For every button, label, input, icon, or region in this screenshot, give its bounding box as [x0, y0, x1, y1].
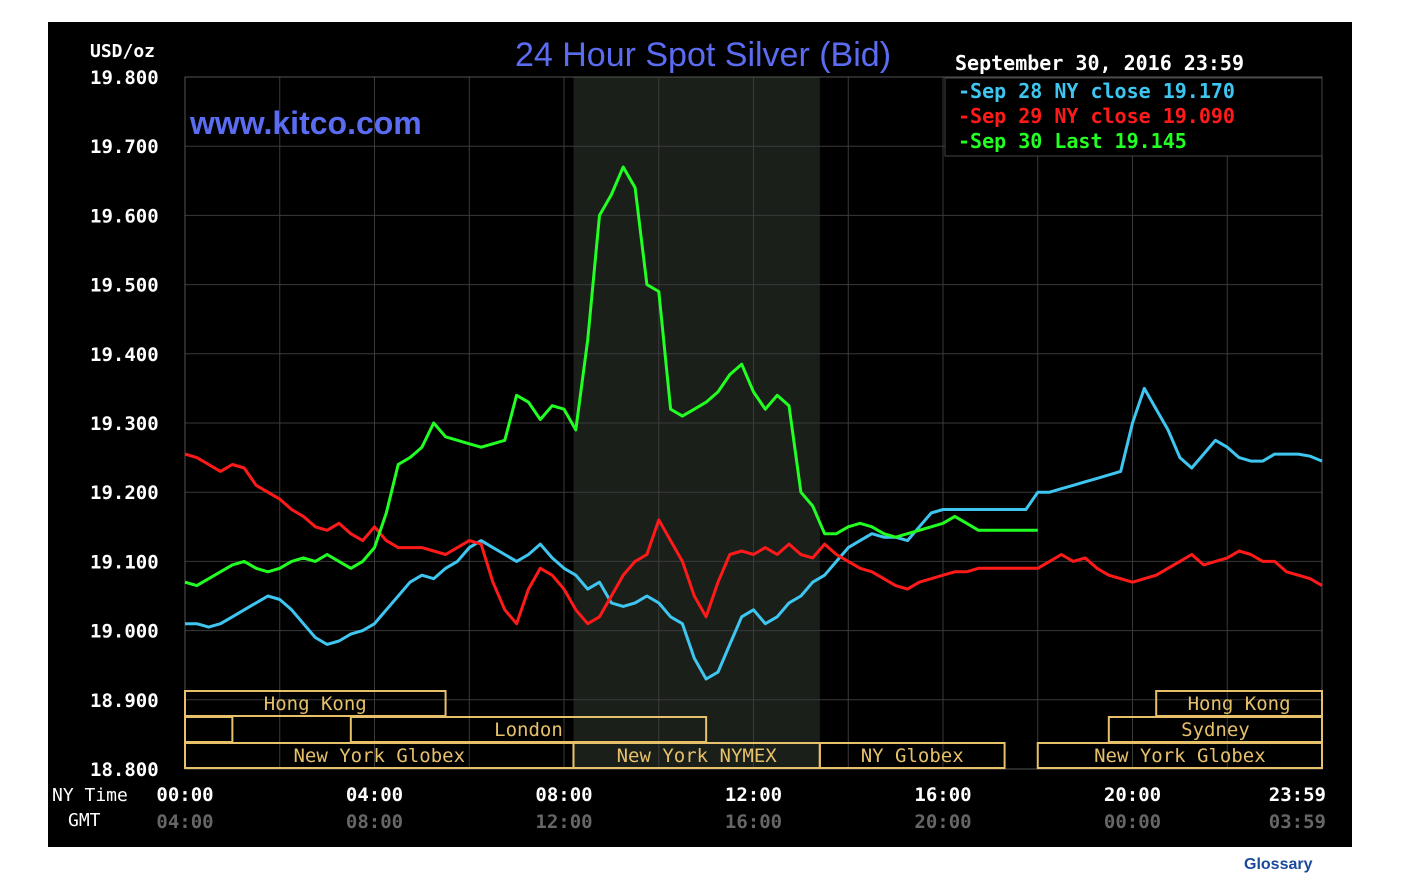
x-tick-ny: 23:59 [1269, 784, 1326, 806]
series-line-sep30 [184, 165, 1038, 588]
y-tick-label: 19.200 [90, 482, 159, 504]
session-label: Sydney [1181, 719, 1250, 741]
y-tick-label: 19.800 [90, 67, 159, 89]
y-tick-label: 19.300 [90, 413, 159, 435]
x-tick-gmt: 12:00 [535, 811, 592, 833]
x-axis-ticks: 00:00 04:00 08:00 12:00 16:00 20:00 23:59 04:00… [156, 784, 1326, 833]
y-tick-label: 19.000 [90, 621, 159, 643]
y-axis-ticks: 19.800 19.700 19.600 19.500 19.400 19.300 19.2… [90, 67, 159, 781]
x-axis-ny-label: NY Time [52, 785, 128, 806]
glossary-link[interactable]: Glossary [1244, 856, 1313, 873]
session-box [184, 716, 234, 743]
series-line-sep28 [185, 386, 1323, 681]
x-tick-gmt: 16:00 [725, 811, 782, 833]
y-tick-label: 19.100 [90, 551, 159, 573]
trading-sessions: Hong Kong London New York Globex New York N… [184, 690, 1323, 769]
y-axis-label: USD/oz [90, 41, 155, 62]
chart-title: 24 Hour Spot Silver (Bid) [515, 36, 891, 74]
legend: -Sep 28 NY close 19.170 -Sep 29 NY close… [944, 77, 1323, 157]
chart-date: September 30, 2016 23:59 [955, 51, 1244, 75]
x-tick-ny: 12:00 [725, 784, 782, 806]
session-label: New York NYMEX [617, 745, 778, 767]
legend-entry-sep29: -Sep 29 NY close 19.090 [958, 104, 1235, 128]
x-tick-ny: 04:00 [346, 784, 403, 806]
session-box [184, 690, 447, 717]
y-tick-label: 19.500 [90, 275, 159, 297]
x-tick-gmt: 03:59 [1269, 811, 1326, 833]
session-label: New York Globex [1094, 745, 1266, 767]
legend-entry-sep30: -Sep 30 Last 19.145 [958, 129, 1187, 153]
silver-price-chart: 24 Hour Spot Silver (Bid) www.kitco.com … [52, 36, 1326, 833]
session-label: Hong Kong [1188, 693, 1291, 715]
site-watermark: www.kitco.com [189, 105, 422, 141]
session-label: New York Globex [293, 745, 465, 767]
x-axis-gmt-label: GMT [68, 810, 101, 831]
session-box [1036, 742, 1323, 769]
y-tick-label: 19.600 [90, 205, 159, 227]
x-tick-ny: 16:00 [914, 784, 971, 806]
y-tick-label: 18.800 [90, 759, 159, 781]
legend-box [944, 77, 1323, 157]
grid-lines [184, 76, 1323, 770]
x-tick-ny: 00:00 [156, 784, 213, 806]
session-box [818, 742, 1006, 769]
x-tick-gmt: 00:00 [1104, 811, 1161, 833]
x-tick-gmt: 04:00 [156, 811, 213, 833]
series-lines [184, 165, 1323, 681]
session-label: Hong Kong [264, 693, 367, 715]
legend-entry-sep28: -Sep 28 NY close 19.170 [958, 79, 1235, 103]
y-tick-label: 19.700 [90, 136, 159, 158]
x-tick-ny: 20:00 [1104, 784, 1161, 806]
y-tick-label: 18.900 [90, 690, 159, 712]
chart-panel: 24 Hour Spot Silver (Bid) www.kitco.com … [48, 22, 1352, 847]
series-line-sep29 [184, 452, 1323, 626]
session-label: London [494, 719, 563, 741]
x-tick-gmt: 08:00 [346, 811, 403, 833]
x-tick-gmt: 20:00 [914, 811, 971, 833]
x-tick-ny: 08:00 [535, 784, 592, 806]
session-label: NY Globex [861, 745, 964, 767]
y-tick-label: 19.400 [90, 344, 159, 366]
